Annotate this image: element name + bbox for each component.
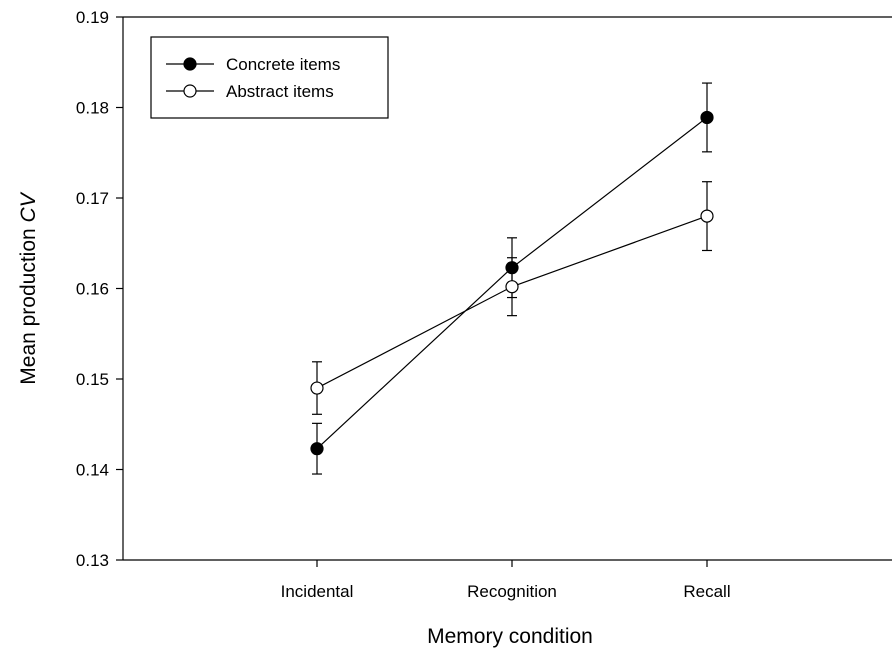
data-point-abstract	[505, 280, 519, 294]
x-tick-label: Recognition	[467, 582, 557, 601]
y-tick-label: 0.18	[76, 99, 109, 118]
y-tick-label: 0.14	[76, 461, 109, 480]
legend-label-concrete: Concrete items	[226, 55, 340, 74]
data-point-abstract	[310, 381, 324, 395]
y-axis-title: Mean production CV	[17, 191, 40, 384]
legend-entry-abstract: Abstract items	[166, 82, 334, 101]
data-point-concrete	[700, 110, 714, 125]
legend-box	[150, 36, 389, 119]
data-point-concrete	[505, 261, 519, 275]
legend-label-abstract: Abstract items	[226, 82, 334, 101]
legend: Concrete items Abstract items	[150, 36, 389, 119]
y-tick-label: 0.13	[76, 551, 109, 570]
y-axis-title-italic: CV	[17, 191, 40, 222]
x-axis-ticks: Incidental Recognition Recall	[281, 560, 731, 601]
legend-entry-concrete: Concrete items	[166, 55, 340, 74]
series-layer	[310, 82, 714, 475]
y-tick-label: 0.19	[76, 8, 109, 27]
legend-marker-open-circle-icon	[183, 84, 197, 98]
y-axis-ticks: 0.13 0.14 0.15 0.16 0.17 0.18 0.19	[76, 8, 123, 570]
x-axis-title: Memory condition	[427, 625, 593, 648]
y-axis-title-main: Mean production	[17, 222, 40, 384]
legend-marker-filled-circle-icon	[183, 57, 197, 71]
data-point-concrete	[310, 442, 324, 456]
y-tick-label: 0.17	[76, 189, 109, 208]
y-tick-label: 0.16	[76, 280, 109, 299]
data-point-abstract	[700, 209, 714, 223]
x-tick-label: Incidental	[281, 582, 354, 601]
x-tick-label: Recall	[683, 582, 730, 601]
y-tick-label: 0.15	[76, 370, 109, 389]
